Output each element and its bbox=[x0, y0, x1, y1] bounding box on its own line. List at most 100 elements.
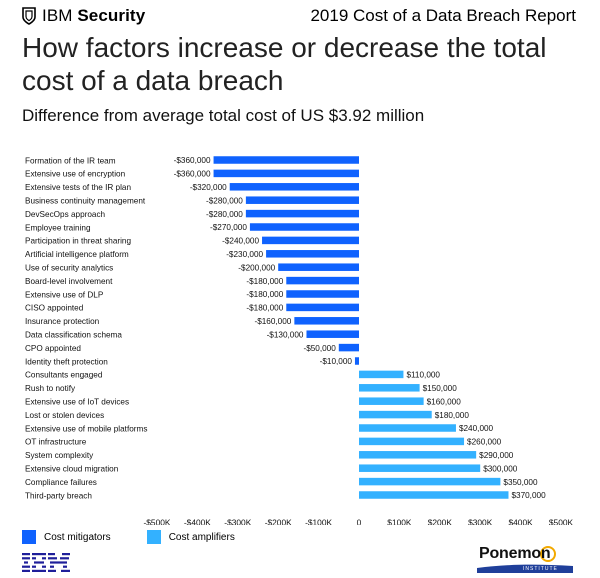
bar bbox=[266, 250, 359, 258]
category-label: Participation in threat sharing bbox=[25, 237, 131, 246]
value-label: $160,000 bbox=[427, 397, 462, 406]
value-label: -$360,000 bbox=[174, 170, 211, 179]
chart-title: How factors increase or decrease the tot… bbox=[22, 32, 547, 96]
bar bbox=[338, 343, 359, 352]
category-label: System complexity bbox=[25, 451, 94, 460]
legend-item-amplifiers: Cost amplifiers bbox=[146, 530, 235, 544]
bar bbox=[359, 464, 481, 472]
ponemon-name: Ponemon bbox=[479, 545, 551, 562]
value-label: -$280,000 bbox=[206, 210, 243, 219]
value-label: -$180,000 bbox=[246, 290, 283, 299]
bar bbox=[286, 290, 359, 298]
category-label: Insurance protection bbox=[25, 317, 100, 326]
value-label: -$270,000 bbox=[210, 223, 247, 232]
bar bbox=[245, 209, 359, 218]
category-label: Lost or stolen devices bbox=[25, 411, 104, 420]
value-label: $350,000 bbox=[503, 478, 538, 487]
bar bbox=[359, 384, 420, 392]
x-tick-label: -$400K bbox=[184, 517, 211, 525]
bar bbox=[359, 424, 456, 432]
category-label: Data classification schema bbox=[25, 331, 122, 340]
bar bbox=[213, 169, 359, 178]
value-label: -$180,000 bbox=[246, 277, 283, 286]
brand-text: IBM Security bbox=[42, 6, 146, 25]
chart-subtitle: Difference from average total cost of US… bbox=[22, 106, 425, 125]
category-label: Artificial intelligence platform bbox=[25, 250, 129, 259]
legend-label-mitigators: Cost mitigators bbox=[44, 531, 111, 543]
category-label: Use of security analytics bbox=[25, 264, 113, 273]
category-label: OT infrastructure bbox=[25, 438, 87, 447]
x-tick-label: $500K bbox=[549, 517, 574, 525]
x-tick-label: $100K bbox=[387, 517, 412, 525]
category-label: CISO appointed bbox=[25, 304, 84, 313]
value-label: $370,000 bbox=[511, 491, 546, 500]
bar bbox=[354, 357, 359, 365]
category-label: Third-party breach bbox=[25, 491, 92, 500]
bar bbox=[262, 236, 359, 245]
value-label: -$230,000 bbox=[226, 250, 263, 259]
bar-chart: Formation of the IR team -$360,000 Extensi… bbox=[25, 156, 574, 525]
value-label: $110,000 bbox=[406, 371, 440, 380]
header: IBM Security 2019 Cost of a Data Breach … bbox=[0, 0, 600, 32]
category-label: CPO appointed bbox=[25, 344, 81, 353]
x-tick-label: 0 bbox=[357, 517, 362, 525]
category-label: Rush to notify bbox=[25, 384, 76, 393]
bar bbox=[245, 196, 359, 204]
bar bbox=[359, 437, 465, 446]
value-label: -$130,000 bbox=[267, 330, 304, 339]
bar bbox=[359, 370, 404, 379]
x-tick-label: -$500K bbox=[143, 517, 170, 525]
category-label: Extensive use of mobile platforms bbox=[25, 424, 147, 433]
shield-icon bbox=[22, 7, 36, 25]
value-label: -$280,000 bbox=[206, 196, 243, 205]
value-label: -$10,000 bbox=[320, 357, 353, 366]
ponemon-logo: Ponemon INSTITUTE bbox=[477, 544, 577, 574]
bar bbox=[213, 156, 359, 164]
bar bbox=[359, 491, 509, 499]
bar bbox=[359, 410, 432, 419]
category-label: Formation of the IR team bbox=[25, 156, 116, 165]
value-label: -$180,000 bbox=[246, 304, 283, 313]
value-label: -$240,000 bbox=[222, 237, 259, 246]
value-label: $300,000 bbox=[483, 464, 518, 473]
category-label: Compliance failures bbox=[25, 478, 97, 487]
value-label: -$160,000 bbox=[254, 317, 291, 326]
value-label: $150,000 bbox=[423, 384, 458, 393]
bar bbox=[359, 477, 501, 486]
legend-label-amplifiers: Cost amplifiers bbox=[168, 531, 235, 543]
legend-item-mitigators: Cost mitigators bbox=[22, 530, 111, 544]
x-tick-label: $400K bbox=[508, 517, 533, 525]
bar bbox=[229, 183, 359, 191]
category-label: Identity theft protection bbox=[25, 357, 108, 366]
category-label: Employee training bbox=[25, 223, 91, 232]
x-tick-label: -$100K bbox=[305, 517, 332, 525]
ponemon-swoosh-icon bbox=[477, 546, 573, 573]
bar bbox=[278, 263, 359, 271]
ponemon-sub: INSTITUTE bbox=[523, 566, 558, 572]
category-label: Extensive use of IoT devices bbox=[25, 398, 129, 407]
x-tick-label: $200K bbox=[428, 517, 453, 525]
value-label: $240,000 bbox=[459, 424, 494, 433]
category-label: Extensive use of encryption bbox=[25, 170, 126, 179]
brand: IBM Security bbox=[22, 6, 145, 26]
x-tick-label: -$300K bbox=[224, 517, 251, 525]
x-tick-label: -$200K bbox=[265, 517, 292, 525]
bar bbox=[286, 303, 359, 312]
bar bbox=[249, 223, 359, 231]
value-label: -$320,000 bbox=[190, 183, 227, 192]
value-label: -$360,000 bbox=[174, 156, 211, 165]
bar bbox=[306, 330, 359, 338]
category-label: Extensive use of DLP bbox=[25, 290, 104, 299]
ibm-logo bbox=[22, 553, 70, 572]
legend-swatch-mitigators bbox=[22, 530, 36, 544]
category-label: DevSecOps approach bbox=[25, 210, 106, 219]
value-label: $260,000 bbox=[467, 438, 502, 447]
legend: Cost mitigators Cost amplifiers bbox=[22, 530, 235, 544]
bar bbox=[294, 317, 359, 325]
value-label: $290,000 bbox=[479, 451, 514, 460]
category-label: Extensive tests of the IR plan bbox=[25, 183, 131, 192]
bar bbox=[359, 451, 477, 459]
bar bbox=[286, 276, 359, 285]
value-label: -$50,000 bbox=[303, 344, 336, 353]
category-label: Board-level involvement bbox=[25, 277, 113, 286]
